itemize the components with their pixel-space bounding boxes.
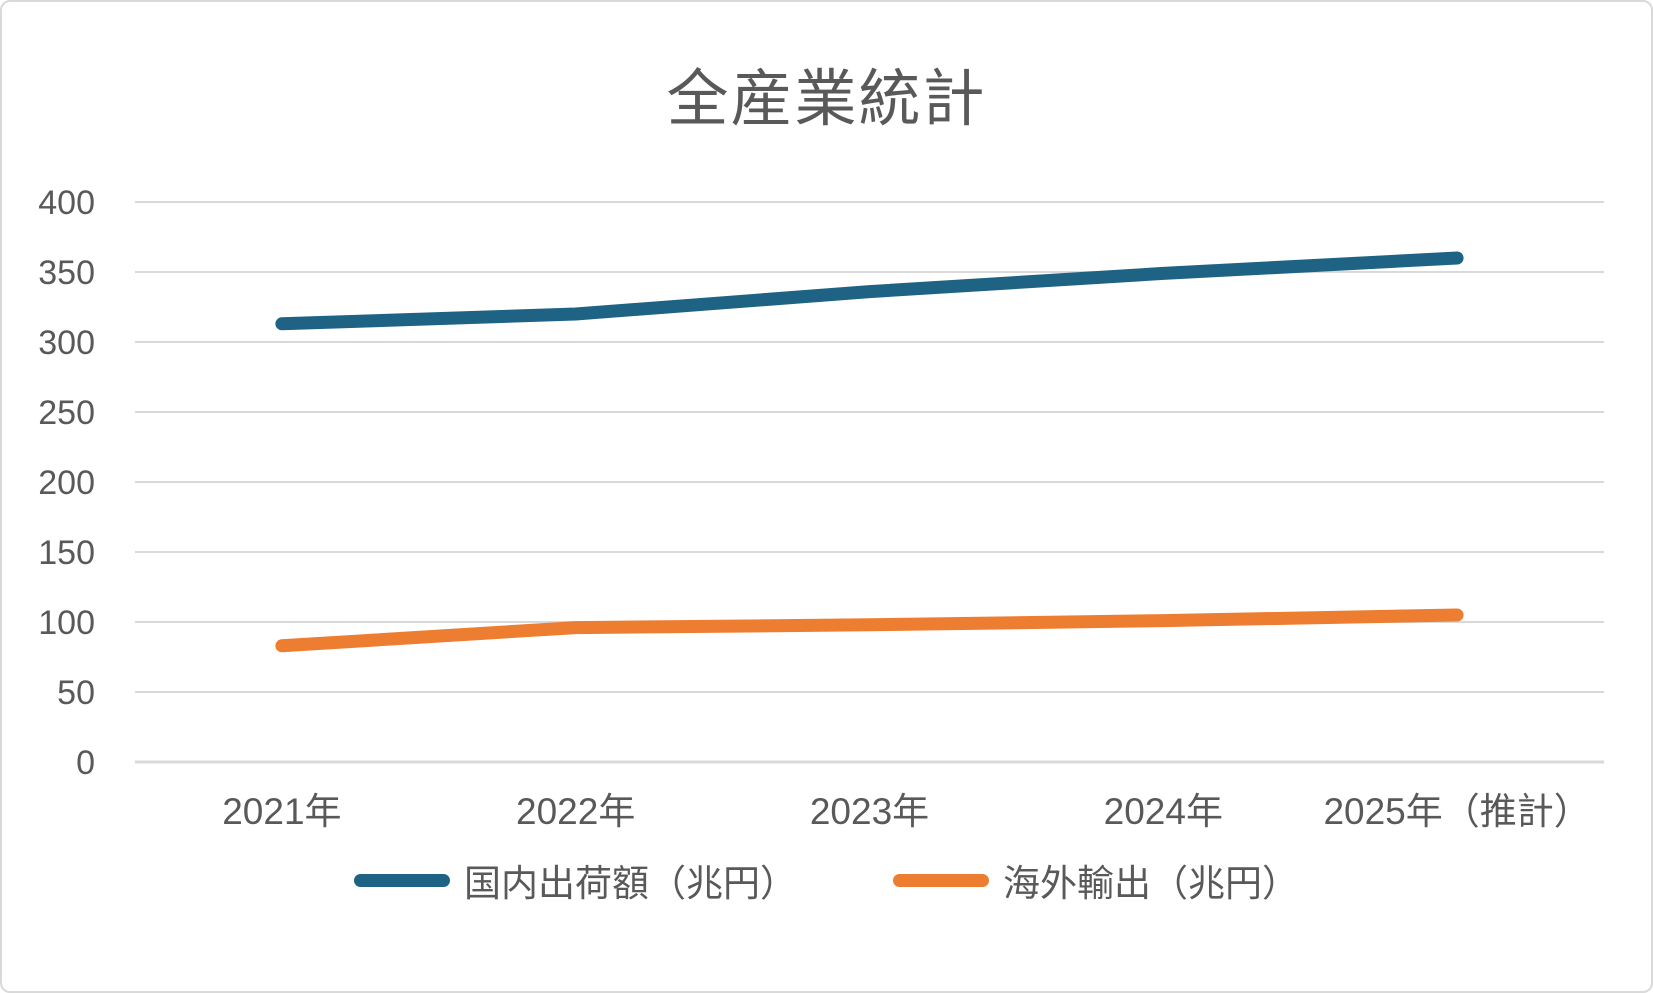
legend-item-export: 海外輸出（兆円）	[893, 853, 1299, 907]
x-tick-label: 2022年	[516, 791, 635, 832]
y-tick-label: 400	[38, 184, 95, 222]
y-tick-label: 300	[38, 324, 95, 362]
legend-swatch-export	[893, 873, 989, 887]
x-tick-label: 2021年	[222, 791, 341, 832]
y-tick-label: 250	[38, 394, 95, 432]
legend-label-export: 海外輸出（兆円）	[1003, 863, 1299, 904]
x-tick-label: 2024年	[1104, 791, 1223, 832]
y-tick-label: 100	[38, 604, 95, 642]
y-tick-label: 350	[38, 254, 95, 292]
series-line-1	[275, 608, 1464, 653]
legend-swatch-domestic	[354, 873, 450, 887]
y-tick-label: 200	[38, 464, 95, 502]
y-tick-label: 150	[38, 534, 95, 572]
legend-label-domestic: 国内出荷額（兆円）	[464, 863, 797, 904]
y-tick-label: 50	[57, 674, 95, 712]
chart-legend: 国内出荷額（兆円） 海外輸出（兆円）	[2, 853, 1651, 907]
x-tick-label: 2023年	[810, 791, 929, 832]
chart-title: 全産業統計	[666, 65, 987, 134]
x-tick-label: 2025年（推計）	[1323, 791, 1590, 832]
legend-item-domestic: 国内出荷額（兆円）	[354, 853, 797, 907]
y-tick-label: 0	[76, 744, 95, 782]
series-line-0	[275, 251, 1464, 331]
